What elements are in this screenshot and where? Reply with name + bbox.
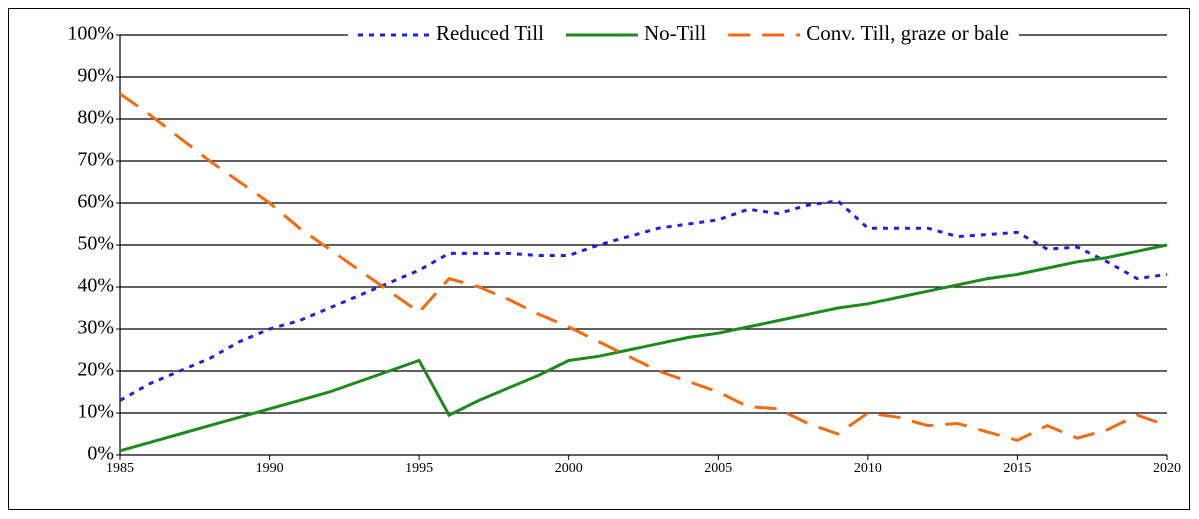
chart-border (8, 8, 1190, 510)
x-tick-label: 2005 (704, 461, 732, 476)
y-tick-label: 80% (77, 107, 114, 129)
y-tick-label: 10% (77, 401, 114, 423)
y-tick-label: 30% (77, 317, 114, 339)
x-tick-label: 2020 (1153, 461, 1181, 476)
y-tick-label: 90% (77, 65, 114, 87)
legend-label: No-Till (644, 21, 706, 45)
x-tick-label: 2015 (1003, 461, 1031, 476)
y-tick-label: 20% (77, 359, 114, 381)
y-tick-label: 100% (67, 23, 114, 45)
legend-box (348, 22, 1019, 48)
x-tick-label: 1985 (106, 461, 134, 476)
y-tick-label: 60% (77, 191, 114, 213)
y-tick-label: 0% (87, 443, 114, 465)
series-line (119, 92, 1168, 442)
series-line (119, 243, 1168, 453)
x-tick-label: 2000 (555, 461, 583, 476)
x-tick-label: 1990 (256, 461, 284, 476)
legend-label: Reduced Till (436, 21, 544, 45)
y-tick-label: 40% (77, 275, 114, 297)
y-tick-label: 70% (77, 149, 114, 171)
legend: Reduced Till No-Till Conv. Till, graze or … (348, 21, 1019, 48)
legend-label: Conv. Till, graze or bale (806, 21, 1009, 45)
x-tick-label: 2010 (854, 461, 882, 476)
series-line (119, 199, 1168, 402)
x-tick-label: 1995 (405, 461, 433, 476)
y-tick-label: 50% (77, 233, 114, 255)
